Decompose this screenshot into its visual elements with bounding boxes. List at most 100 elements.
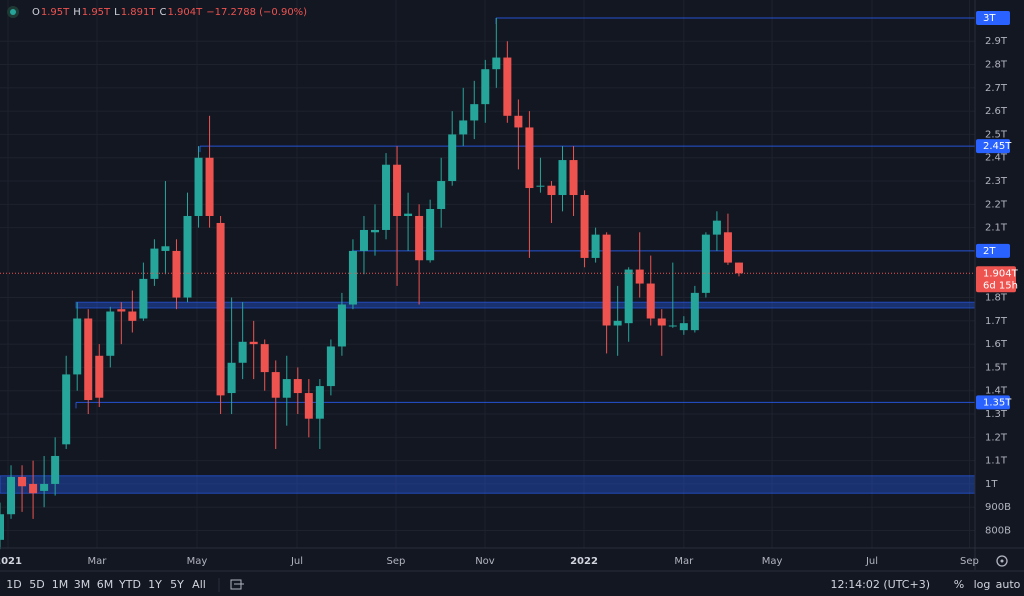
y-tick-label: 1.1T xyxy=(985,456,1008,467)
candle-body xyxy=(84,318,93,401)
y-tick-label: 1.4T xyxy=(985,386,1008,397)
y-tick-label: 2.6T xyxy=(985,106,1008,117)
candle-body xyxy=(492,57,501,70)
zone xyxy=(0,475,976,494)
candle-body xyxy=(95,355,104,398)
candle-body xyxy=(437,181,446,209)
x-tick-label: Mar xyxy=(674,556,694,567)
candle-body xyxy=(249,341,258,345)
range-button[interactable]: All xyxy=(192,578,206,591)
candle-body xyxy=(326,346,335,387)
candle-body xyxy=(701,234,710,293)
candle-body xyxy=(139,278,148,319)
range-button[interactable]: YTD xyxy=(118,578,141,591)
x-tick-label: Jul xyxy=(865,556,878,567)
candle-body xyxy=(723,232,732,263)
y-tick-label: 2.4T xyxy=(985,153,1008,164)
range-button[interactable]: 5D xyxy=(29,578,44,591)
candle-body xyxy=(734,262,743,274)
y-tick-label: 2.1T xyxy=(985,223,1008,234)
y-tick-label: 1.8T xyxy=(985,293,1008,304)
x-tick-label: May xyxy=(762,556,783,567)
x-tick-label: 2022 xyxy=(570,556,598,567)
compare-icon[interactable] xyxy=(230,579,244,590)
clock[interactable]: 12:14:02 (UTC+3) xyxy=(830,578,930,591)
candle-body xyxy=(448,134,457,182)
candle-body xyxy=(150,248,159,279)
y-tick-label: 1.2T xyxy=(985,432,1008,443)
candle-body xyxy=(348,250,357,305)
settings-icon[interactable] xyxy=(996,555,1008,567)
header: O 1.95T H 1.95T L 1.891T C 1.904T −17.2788 (−0.9… xyxy=(32,7,307,18)
candle-body xyxy=(481,69,490,105)
candle-body xyxy=(238,341,247,363)
ohlc-value: 1.95T xyxy=(82,7,111,18)
x-tick-label: May xyxy=(187,556,208,567)
candle-body xyxy=(393,164,402,216)
y-tick-label: 1.6T xyxy=(985,339,1008,350)
scale-option[interactable]: log xyxy=(974,578,991,591)
x-tick-label: Sep xyxy=(387,556,406,567)
range-button[interactable]: 6M xyxy=(97,578,114,591)
y-tick-label: 2.7T xyxy=(985,83,1008,94)
y-tick-label: 2.9T xyxy=(985,36,1008,47)
candle-body xyxy=(525,127,534,189)
y-tick-label: 1.3T xyxy=(985,409,1008,420)
status-dot xyxy=(10,9,16,15)
x-tick-label: Nov xyxy=(475,556,495,567)
candle-body xyxy=(558,160,567,196)
candle-body xyxy=(293,379,302,394)
candle-body xyxy=(7,476,16,515)
scale-option[interactable]: auto xyxy=(996,578,1021,591)
candle-body xyxy=(271,372,280,398)
candle-body xyxy=(172,250,181,298)
scale-option[interactable]: % xyxy=(954,578,964,591)
candle-body xyxy=(0,514,4,540)
ohlc-change: −17.2788 (−0.90%) xyxy=(206,7,307,18)
candle-body xyxy=(712,220,721,235)
range-button[interactable]: 1M xyxy=(52,578,69,591)
candle-body xyxy=(282,379,291,398)
candle-body xyxy=(359,229,368,251)
candle-body xyxy=(205,157,214,216)
candle-body xyxy=(657,318,666,326)
x-tick-label: 2021 xyxy=(0,556,22,567)
level-label-box xyxy=(976,10,1010,25)
candle-body xyxy=(371,229,379,233)
candle-body xyxy=(404,213,413,216)
candle-body xyxy=(514,115,523,128)
ohlc-value: 1.95T xyxy=(41,7,70,18)
candle-body xyxy=(51,455,60,484)
candle-body xyxy=(106,311,115,356)
y-tick-label: 1T xyxy=(985,479,998,490)
x-tick-label: Jul xyxy=(290,556,303,567)
zone xyxy=(75,301,976,309)
range-button[interactable]: 3M xyxy=(74,578,91,591)
range-button[interactable]: 1Y xyxy=(148,578,162,591)
candle-body xyxy=(668,325,677,327)
y-tick-label: 2.3T xyxy=(985,176,1008,187)
y-tick-label: 2.8T xyxy=(985,60,1008,71)
candle-body xyxy=(415,215,424,261)
range-button[interactable]: 5Y xyxy=(170,578,184,591)
candle-body xyxy=(635,269,644,284)
x-tick-label: Mar xyxy=(88,556,108,567)
level-label: 3T xyxy=(983,13,996,24)
range-button[interactable]: 1D xyxy=(6,578,21,591)
candle-body xyxy=(580,195,589,258)
ohlc-value: 1.904T xyxy=(167,7,203,18)
candle-body xyxy=(470,104,479,121)
candle-body xyxy=(194,157,203,216)
candle-body xyxy=(128,311,137,321)
candle-body xyxy=(679,323,688,331)
candle-body xyxy=(183,215,192,298)
candle-body xyxy=(569,160,578,196)
price-label-box xyxy=(976,266,1016,293)
ohlc-key: C xyxy=(159,7,166,18)
y-tick-label: 2.5T xyxy=(985,129,1008,140)
y-tick-label: 1.7T xyxy=(985,316,1008,327)
candle-body xyxy=(624,269,633,324)
level-label: 2.45T xyxy=(983,141,1012,152)
candle-body xyxy=(216,222,225,396)
